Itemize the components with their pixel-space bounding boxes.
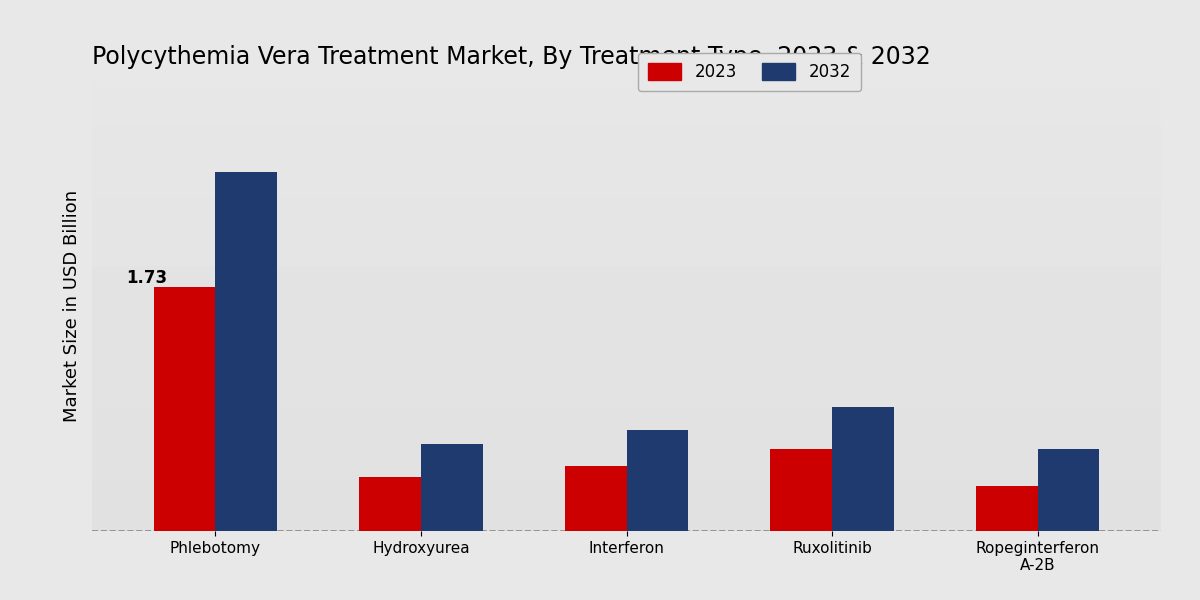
Text: Polycythemia Vera Treatment Market, By Treatment Type, 2023 & 2032: Polycythemia Vera Treatment Market, By T… (92, 45, 931, 69)
Bar (216, 172, 277, 531)
Bar (154, 287, 216, 531)
Legend: 2023, 2032: 2023, 2032 (638, 53, 862, 91)
Text: 1.73: 1.73 (126, 269, 167, 287)
Bar (626, 430, 689, 531)
Bar (359, 478, 421, 531)
Bar (1038, 449, 1099, 531)
Bar (770, 449, 832, 531)
Bar (832, 407, 894, 531)
Y-axis label: Market Size in USD Billion: Market Size in USD Billion (62, 190, 82, 422)
Bar (565, 466, 626, 531)
Bar (421, 443, 482, 531)
Bar (976, 486, 1038, 531)
